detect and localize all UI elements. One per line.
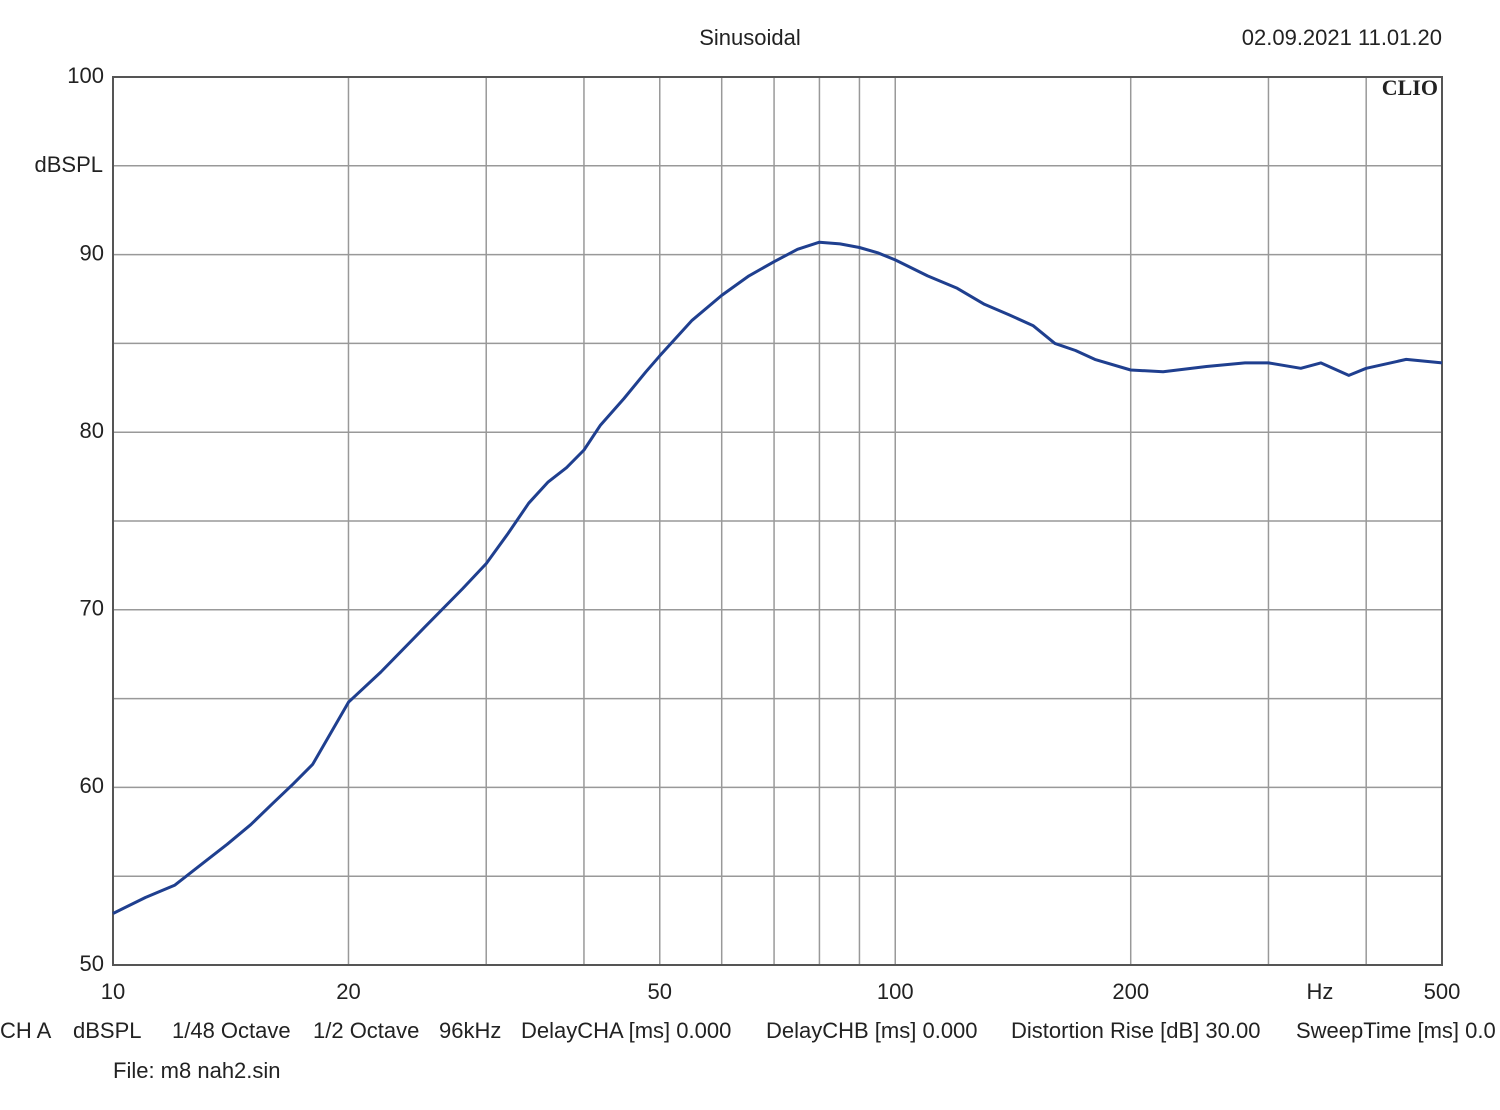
y-tick-label: 90 [80,240,104,265]
file-name: File: m8 nah2.sin [113,1058,281,1083]
timestamp: 02.09.2021 11.01.20 [1242,25,1442,50]
setting-label: DelayCHA [ms] 0.000 [521,1018,731,1043]
setting-label: DelayCHB [ms] 0.000 [766,1018,978,1043]
y-tick-label: 60 [80,773,104,798]
y-tick-label: 70 [80,596,104,621]
chart-title: Sinusoidal [699,25,801,50]
x-tick-label: 10 [101,979,125,1004]
x-tick-label: 50 [648,979,672,1004]
y-tick-label: 50 [80,951,104,976]
y-tick-label: 100 [67,63,104,88]
setting-label: 96kHz [439,1018,501,1043]
y-tick-label: 80 [80,418,104,443]
setting-label: Distortion Rise [dB] 30.00 [1011,1018,1260,1043]
x-axis-label: Hz [1307,979,1334,1004]
x-tick-label: 500 [1424,979,1461,1004]
x-tick-label: 200 [1112,979,1149,1004]
brand: CLIO [1382,75,1438,100]
x-tick-label: 20 [336,979,360,1004]
data-line [112,240,1443,915]
setting-label: 1/2 Octave [313,1018,419,1043]
setting-label: CH A [0,1018,52,1043]
x-tick-label: 100 [877,979,914,1004]
y-axis-label: dBSPL [35,152,104,177]
setting-label: 1/48 Octave [172,1018,291,1043]
plot-frame [112,76,1443,966]
setting-label: SweepTime [ms] 0.0 [1296,1018,1496,1043]
setting-label: dBSPL [73,1018,142,1043]
